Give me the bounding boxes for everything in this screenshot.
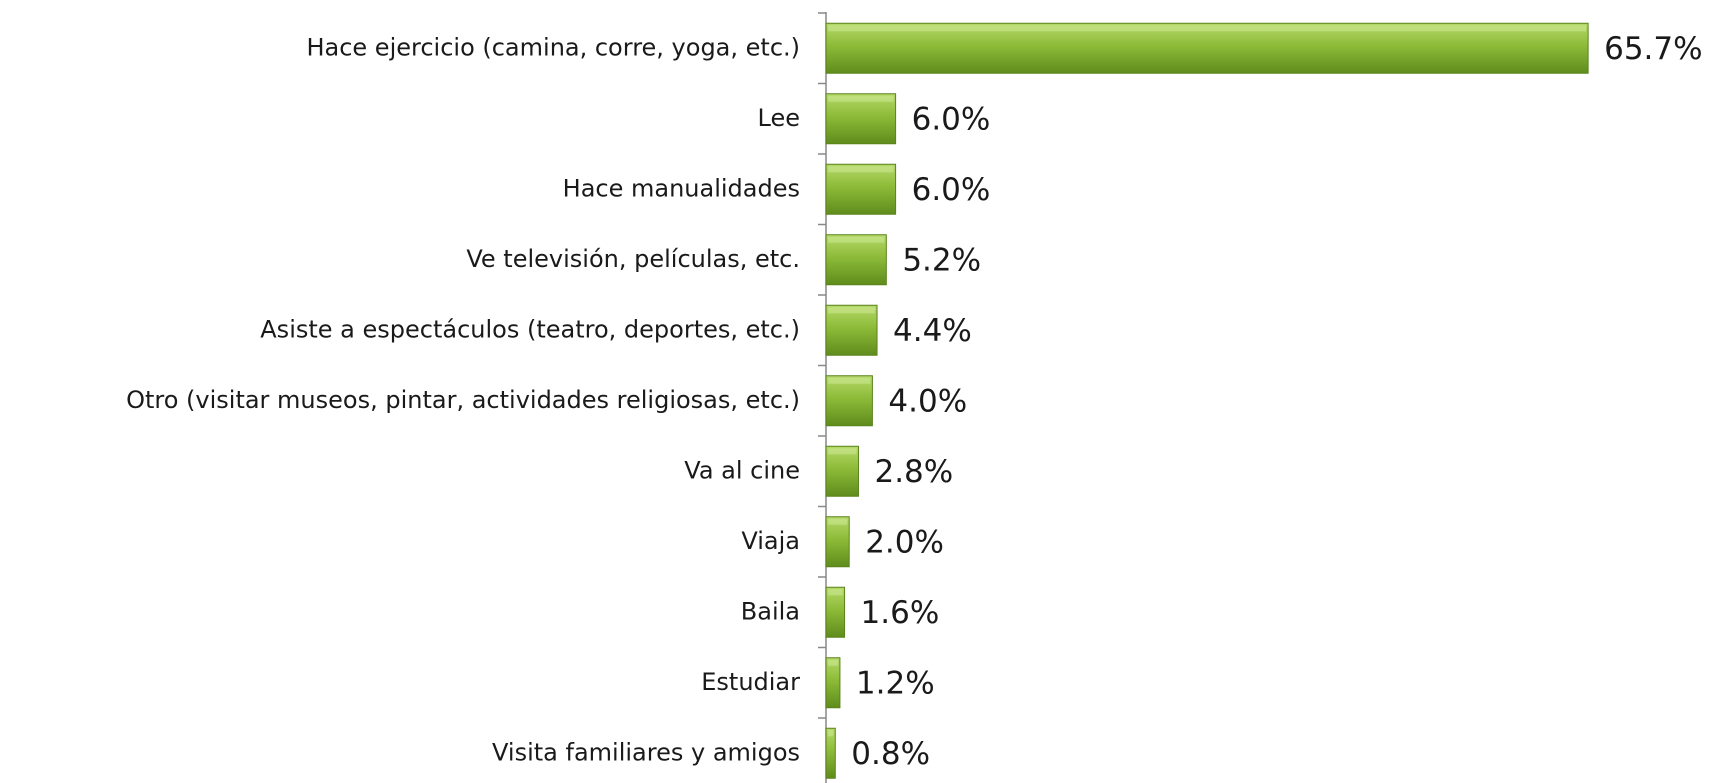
category-label: Asiste a espectáculos (teatro, deportes,…	[260, 315, 800, 343]
bar	[825, 516, 850, 568]
value-label: 4.4%	[893, 313, 972, 349]
value-label: 5.2%	[902, 242, 981, 278]
bar	[825, 445, 859, 497]
bar-highlight	[828, 730, 834, 737]
value-label: 1.6%	[861, 595, 940, 631]
bar	[825, 22, 1589, 74]
bar	[825, 304, 878, 356]
category-label: Estudiar	[701, 668, 800, 696]
category-label: Otro (visitar museos, pintar, actividade…	[126, 386, 800, 414]
bar-highlight	[828, 166, 894, 173]
category-label: Hace ejercicio (camina, corre, yoga, etc…	[306, 33, 800, 61]
value-label: 6.0%	[912, 172, 991, 208]
value-label: 2.8%	[874, 454, 953, 490]
category-label: Ve televisión, películas, etc.	[466, 245, 800, 273]
bar	[825, 234, 887, 286]
value-label: 65.7%	[1604, 31, 1702, 67]
bar-highlight	[828, 659, 838, 666]
category-label: Visita familiares y amigos	[492, 738, 800, 766]
bar-highlight	[828, 25, 1587, 32]
bar-highlight	[828, 236, 885, 243]
bar	[825, 163, 897, 215]
category-label: Viaja	[741, 527, 800, 555]
bar-highlight	[828, 589, 843, 596]
category-label: Baila	[741, 597, 800, 625]
bar-highlight	[828, 307, 876, 314]
bar	[825, 586, 846, 638]
bar	[825, 727, 836, 779]
category-label: Hace manualidades	[563, 174, 800, 202]
value-label: 4.0%	[888, 383, 967, 419]
value-label: 2.0%	[865, 524, 944, 560]
value-label: 6.0%	[912, 101, 991, 137]
bar-highlight	[828, 518, 848, 525]
bar-highlight	[828, 448, 857, 455]
bar	[825, 375, 873, 427]
value-label: 1.2%	[856, 665, 935, 701]
bar	[825, 657, 841, 709]
bar-highlight	[828, 377, 871, 384]
bar-highlight	[828, 95, 894, 102]
category-label: Lee	[758, 104, 800, 132]
category-label: Va al cine	[684, 456, 800, 484]
value-label: 0.8%	[851, 736, 930, 772]
bar	[825, 93, 897, 145]
